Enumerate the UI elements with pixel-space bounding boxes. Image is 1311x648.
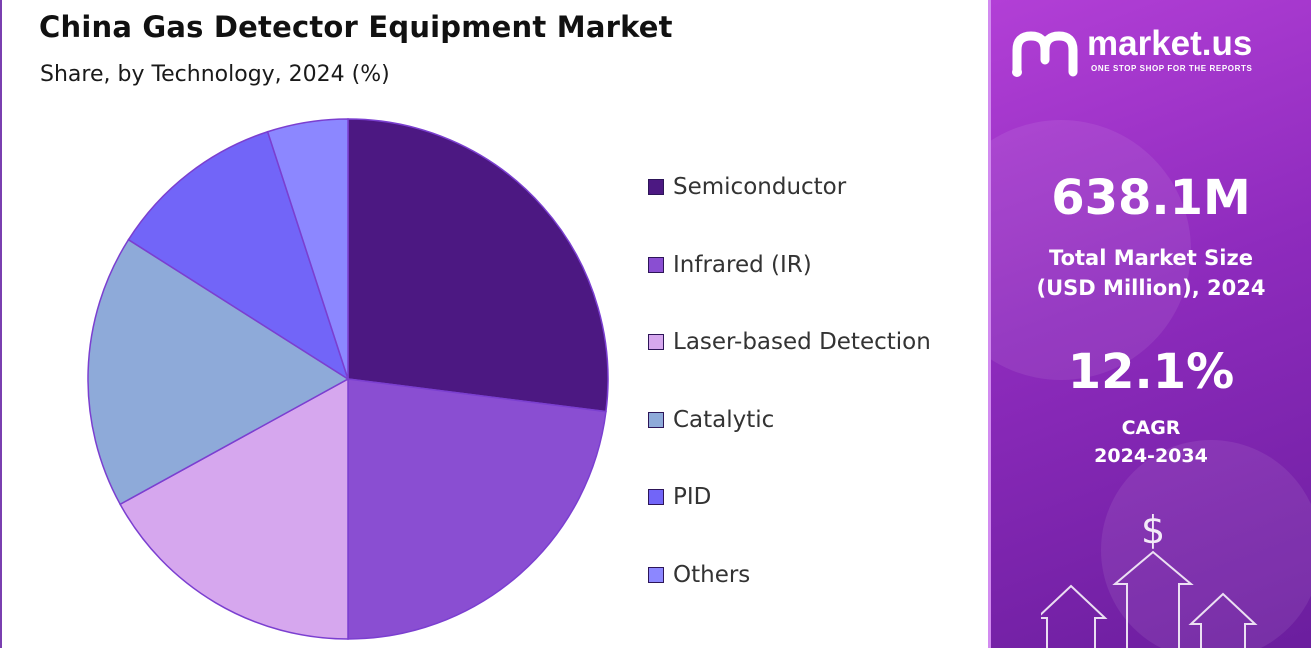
legend-swatch xyxy=(648,334,664,350)
legend-swatch xyxy=(648,566,664,583)
pie-chart xyxy=(87,118,609,640)
legend-item: Others xyxy=(648,562,750,588)
cagr-value: 12.1% xyxy=(1067,344,1235,400)
legend-item: Semiconductor xyxy=(648,174,846,200)
summary-panel: market.us ONE STOP SHOP FOR THE REPORTS … xyxy=(988,0,1311,648)
dollar-icon: $ xyxy=(1141,508,1166,552)
legend-item: PID xyxy=(648,484,711,510)
background-glow xyxy=(1101,440,1311,648)
legend-swatch xyxy=(648,411,664,428)
legend-swatch xyxy=(648,179,664,195)
legend-item: Infrared (IR) xyxy=(648,252,812,278)
market-size-label: Total Market Size xyxy=(1049,246,1253,270)
chart-subtitle: Share, by Technology, 2024 (%) xyxy=(40,62,390,87)
brand-tagline: ONE STOP SHOP FOR THE REPORTS xyxy=(1091,64,1253,73)
pie-slice-laser-based-detection xyxy=(119,377,349,640)
legend-label: Catalytic xyxy=(673,406,775,433)
brand-logo: market.us ONE STOP SHOP FOR THE REPORTS xyxy=(1011,24,1291,78)
growth-arrows-icon xyxy=(1041,550,1258,648)
legend-label: Others xyxy=(673,561,751,588)
pie-slice-others xyxy=(266,118,349,380)
market-size-value: 638.1M xyxy=(1051,170,1251,226)
brand-logo-icon xyxy=(1012,31,1078,77)
pie-slice-infrared-ir xyxy=(347,378,607,640)
pie-slice-semiconductor xyxy=(347,118,609,413)
background-glow xyxy=(991,120,1191,380)
chart-title: China Gas Detector Equipment Market xyxy=(39,10,673,44)
legend-label: Laser-based Detection xyxy=(673,329,931,355)
cagr-label: CAGR xyxy=(1121,417,1181,439)
legend-item: Laser-based Detection xyxy=(648,329,931,355)
cagr-period-label: 2024-2034 xyxy=(1094,445,1208,467)
pie-slice-pid xyxy=(127,130,350,381)
market-size-label: (USD Million), 2024 xyxy=(1036,276,1266,300)
legend-swatch xyxy=(648,489,664,505)
legend-label: Semiconductor xyxy=(673,174,847,200)
chart-panel: China Gas Detector Equipment Market Shar… xyxy=(0,0,931,648)
legend-label: Infrared (IR) xyxy=(673,251,812,278)
brand-name: market.us xyxy=(1087,24,1253,63)
legend-label: PID xyxy=(673,484,712,510)
pie-slice-catalytic xyxy=(87,238,350,506)
legend-item: Catalytic xyxy=(648,407,774,433)
legend-swatch xyxy=(648,256,664,273)
